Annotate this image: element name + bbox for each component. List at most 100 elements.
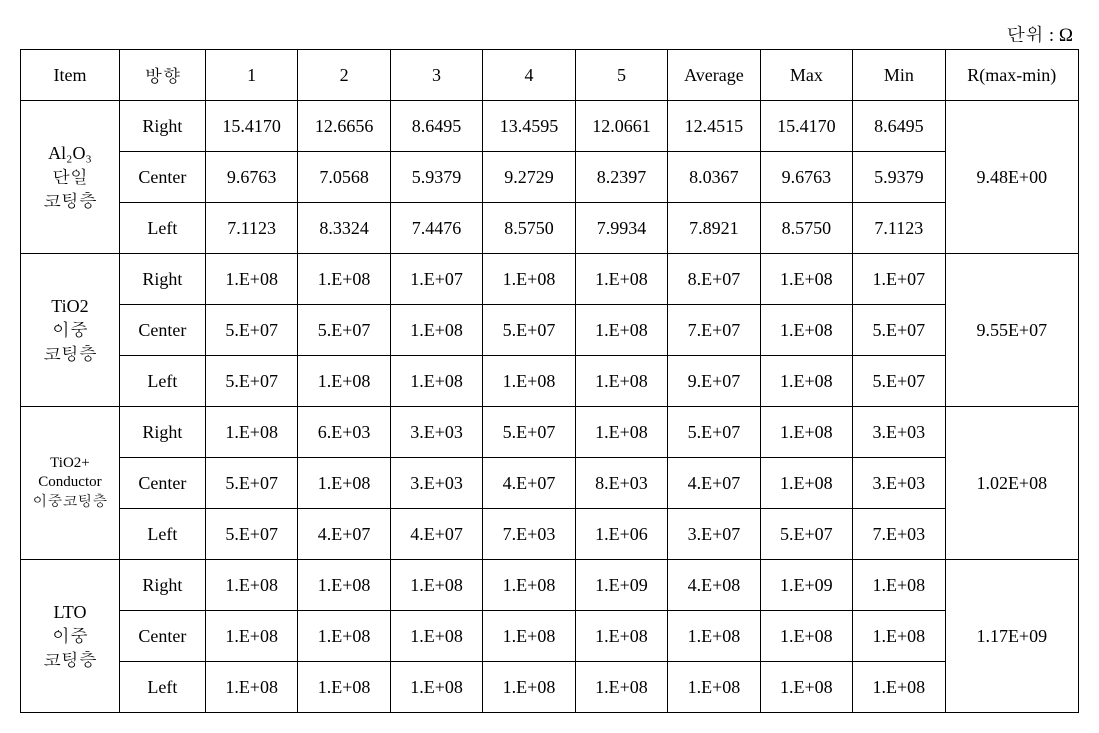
value-cell: 4.E+07 (298, 509, 390, 560)
value-cell: 5.E+07 (205, 509, 297, 560)
col-3: 3 (390, 50, 482, 101)
direction-cell: Center (119, 458, 205, 509)
table-header-row: Item 방향 1 2 3 4 5 Average Max Min R(max-… (21, 50, 1079, 101)
value-cell: 1.E+08 (483, 254, 575, 305)
table-row: Center9.67637.05685.93799.27298.23978.03… (21, 152, 1079, 203)
value-cell: 1.E+08 (390, 356, 482, 407)
value-cell: 7.E+03 (853, 509, 945, 560)
direction-cell: Right (119, 101, 205, 152)
value-cell: 9.6763 (760, 152, 852, 203)
value-cell: 1.E+08 (390, 560, 482, 611)
value-cell: 1.E+07 (853, 254, 945, 305)
value-cell: 1.E+08 (298, 662, 390, 713)
item-cell: Al₂O₃단일코팅층 (21, 101, 120, 254)
value-cell: 1.E+08 (853, 611, 945, 662)
direction-cell: Right (119, 407, 205, 458)
value-cell: 1.E+08 (205, 611, 297, 662)
direction-cell: Left (119, 662, 205, 713)
value-cell: 1.E+08 (205, 407, 297, 458)
value-cell: 5.9379 (853, 152, 945, 203)
value-cell: 9.E+07 (668, 356, 760, 407)
value-cell: 7.4476 (390, 203, 482, 254)
value-cell: 1.E+08 (668, 611, 760, 662)
value-cell: 5.E+07 (853, 356, 945, 407)
value-cell: 4.E+07 (483, 458, 575, 509)
value-cell: 1.E+08 (760, 407, 852, 458)
item-label-line: Conductor (38, 474, 101, 490)
value-cell: 15.4170 (760, 101, 852, 152)
value-cell: 1.E+08 (575, 407, 667, 458)
value-cell: 3.E+03 (390, 407, 482, 458)
value-cell: 15.4170 (205, 101, 297, 152)
value-cell: 1.E+07 (390, 254, 482, 305)
table-row: Left1.E+081.E+081.E+081.E+081.E+081.E+08… (21, 662, 1079, 713)
value-cell: 1.E+08 (575, 611, 667, 662)
col-item: Item (21, 50, 120, 101)
table-row: Center1.E+081.E+081.E+081.E+081.E+081.E+… (21, 611, 1079, 662)
item-cell: LTO이중코팅층 (21, 560, 120, 713)
value-cell: 1.E+09 (575, 560, 667, 611)
value-cell: 8.2397 (575, 152, 667, 203)
value-cell: 3.E+07 (668, 509, 760, 560)
value-cell: 1.E+08 (575, 305, 667, 356)
value-cell: 1.E+08 (760, 458, 852, 509)
item-cell: TiO2이중코팅층 (21, 254, 120, 407)
value-cell: 1.E+08 (760, 305, 852, 356)
col-min: Min (853, 50, 945, 101)
value-cell: 12.4515 (668, 101, 760, 152)
table-row: Left7.11238.33247.44768.57507.99347.8921… (21, 203, 1079, 254)
col-avg: Average (668, 50, 760, 101)
value-cell: 13.4595 (483, 101, 575, 152)
r-cell: 9.48E+00 (945, 101, 1078, 254)
value-cell: 5.9379 (390, 152, 482, 203)
value-cell: 7.1123 (853, 203, 945, 254)
unit-label: 단위 : Ω (20, 20, 1079, 47)
table-row: Al₂O₃단일코팅층Right15.417012.66568.649513.45… (21, 101, 1079, 152)
direction-cell: Left (119, 509, 205, 560)
value-cell: 5.E+07 (760, 509, 852, 560)
value-cell: 1.E+08 (853, 662, 945, 713)
value-cell: 7.E+07 (668, 305, 760, 356)
item-label-line: 코팅층 (43, 650, 97, 670)
value-cell: 7.0568 (298, 152, 390, 203)
value-cell: 5.E+07 (483, 305, 575, 356)
value-cell: 1.E+08 (205, 254, 297, 305)
value-cell: 7.8921 (668, 203, 760, 254)
value-cell: 8.3324 (298, 203, 390, 254)
item-cell: TiO2+Conductor이중코팅층 (21, 407, 120, 560)
col-r: R(max-min) (945, 50, 1078, 101)
table-row: Center5.E+071.E+083.E+034.E+078.E+034.E+… (21, 458, 1079, 509)
direction-cell: Center (119, 305, 205, 356)
value-cell: 1.E+08 (205, 560, 297, 611)
value-cell: 1.E+08 (760, 356, 852, 407)
value-cell: 8.6495 (390, 101, 482, 152)
col-direction: 방향 (119, 50, 205, 101)
item-label-line: 이중코팅층 (32, 494, 107, 510)
value-cell: 1.E+08 (298, 356, 390, 407)
table-row: Left5.E+071.E+081.E+081.E+081.E+089.E+07… (21, 356, 1079, 407)
value-cell: 5.E+07 (205, 305, 297, 356)
value-cell: 8.E+03 (575, 458, 667, 509)
value-cell: 12.0661 (575, 101, 667, 152)
value-cell: 1.E+08 (298, 458, 390, 509)
value-cell: 1.E+08 (760, 254, 852, 305)
value-cell: 5.E+07 (205, 356, 297, 407)
value-cell: 9.2729 (483, 152, 575, 203)
value-cell: 4.E+07 (390, 509, 482, 560)
value-cell: 1.E+08 (575, 356, 667, 407)
value-cell: 8.5750 (760, 203, 852, 254)
value-cell: 7.9934 (575, 203, 667, 254)
value-cell: 1.E+08 (760, 611, 852, 662)
value-cell: 1.E+08 (760, 662, 852, 713)
item-label-line: 코팅층 (43, 191, 97, 211)
value-cell: 1.E+08 (390, 611, 482, 662)
value-cell: 1.E+06 (575, 509, 667, 560)
item-label-line: 이중 (52, 320, 88, 340)
data-table: Item 방향 1 2 3 4 5 Average Max Min R(max-… (20, 49, 1079, 713)
value-cell: 12.6656 (298, 101, 390, 152)
value-cell: 1.E+08 (483, 662, 575, 713)
direction-cell: Right (119, 560, 205, 611)
col-2: 2 (298, 50, 390, 101)
table-row: Left5.E+074.E+074.E+077.E+031.E+063.E+07… (21, 509, 1079, 560)
value-cell: 5.E+07 (853, 305, 945, 356)
